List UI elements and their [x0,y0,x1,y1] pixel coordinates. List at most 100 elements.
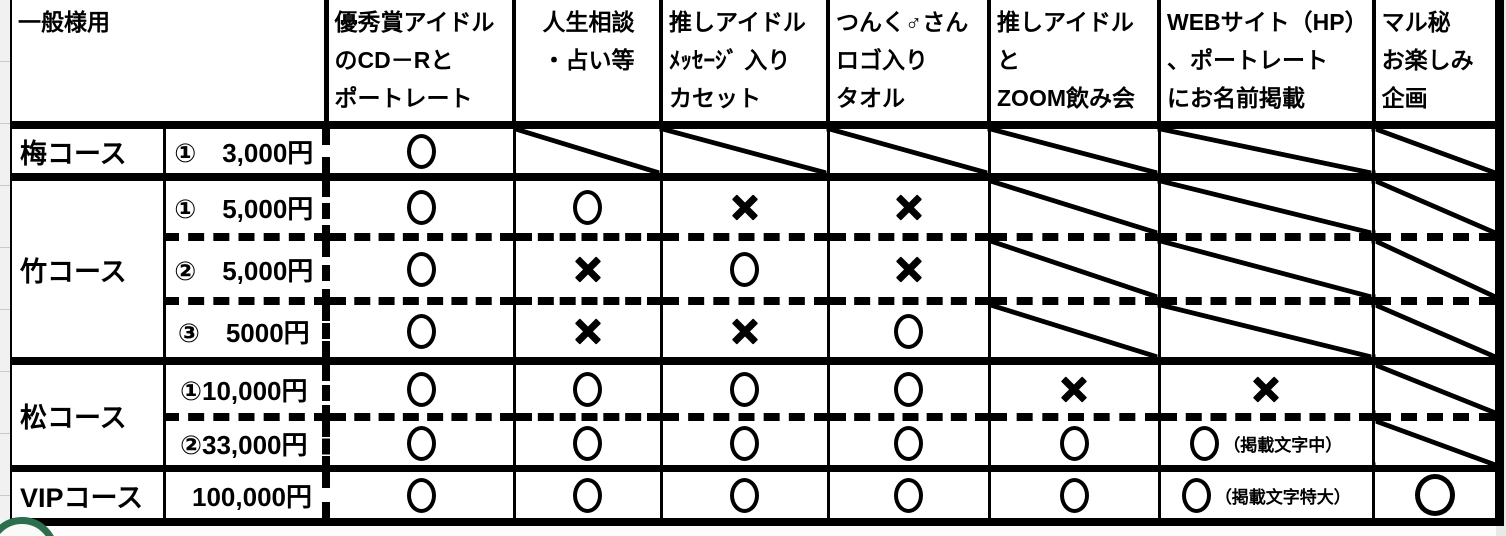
perk-cell[interactable] [987,361,1159,421]
perk-cell[interactable] [1372,417,1505,472]
perk-cell[interactable] [512,125,661,181]
perk-cell[interactable] [826,468,989,526]
price-cell[interactable]: ① 5,000円 [164,177,330,241]
perk-cell[interactable] [826,125,989,181]
corner-header-cell[interactable]: 一般様用 [10,0,329,129]
perk-cell[interactable] [659,417,828,472]
perk-cell[interactable] [1157,125,1374,181]
perk-cell[interactable] [987,301,1159,365]
perk-cell[interactable] [1157,361,1374,421]
price-cell[interactable]: ①10,000円 [164,361,330,421]
excel-background-strip-bottom [10,526,1496,536]
perk-cell[interactable]: （掲載文字特大） [1157,468,1374,526]
column-header-message-cassette[interactable]: 推しアイドル ﾒｯｾｰｼﾞ 入り カセット [659,0,828,129]
perk-cell[interactable] [987,417,1159,472]
mark-glyph [406,477,436,513]
header-line: お楽しみ [1381,47,1474,73]
perk-cell[interactable] [512,177,661,241]
mark-glyph [1415,474,1456,515]
perk-cell[interactable] [1372,301,1505,365]
column-header-zoom-party[interactable]: 推しアイドル と ZOOM飲み会 [987,0,1159,129]
course-label: VIPコース [20,482,144,513]
perk-cell[interactable] [1157,237,1374,305]
price-cell[interactable]: ③ 5000円 [164,301,330,365]
perk-cell[interactable] [826,417,989,472]
table-row-matsu-1: 松コース ①10,000円 [10,361,1505,472]
perk-cell[interactable] [324,301,514,365]
mark-glyph [406,425,436,461]
perk-cell[interactable] [1157,301,1374,365]
price-cell[interactable]: ② 5,000円 [164,237,330,305]
perk-cell[interactable] [659,125,828,181]
perk-cell[interactable] [826,361,989,421]
mark-glyph [1249,372,1283,406]
price-label: ① 5,000円 [174,193,314,224]
perk-cell[interactable] [987,125,1159,181]
perk-cell[interactable] [324,417,514,472]
perk-cell[interactable] [659,177,828,241]
mark-glyph [406,313,436,349]
column-header-secret-plan[interactable]: マル秘 お楽しみ 企画 [1371,0,1505,129]
header-line: 推しアイドル [669,9,806,35]
perk-cell[interactable] [826,301,989,365]
perk-cell[interactable] [512,361,661,421]
perk-cell[interactable]: （掲載文字中） [1157,417,1374,472]
mark-glyph [730,425,759,461]
perk-cell[interactable] [1157,177,1374,241]
perk-cell[interactable] [826,237,989,305]
price-cell[interactable]: ① 3,000円 [164,125,330,181]
column-header-logo-towel[interactable]: つんく♂さん ロゴ入り タオル [826,0,989,129]
perk-cell[interactable] [324,237,514,305]
perk-cell[interactable] [987,237,1159,305]
perk-cell[interactable] [659,301,828,365]
column-header-cdr-portrait[interactable]: 優秀賞アイドル のCD－Rと ポートレート [324,0,514,129]
price-label: ② 5,000円 [174,255,314,286]
mark-glyph [1190,425,1220,461]
price-label: ① 3,000円 [174,137,314,168]
header-line: 推しアイドル [997,9,1134,35]
perk-cell[interactable] [512,417,661,472]
price-cell[interactable]: 100,000円 [164,468,330,526]
column-header-life-advice[interactable]: 人生相談 ・占い等 [512,0,661,129]
perk-cell[interactable] [512,468,661,526]
course-name-cell[interactable]: VIPコース [10,468,166,526]
mark-glyph [728,314,762,348]
perk-cell[interactable] [324,125,514,181]
mark-glyph [730,477,759,513]
perk-cell[interactable] [512,237,661,305]
perk-cell[interactable] [324,361,514,421]
perk-cell[interactable] [324,177,514,241]
price-label: ②33,000円 [179,429,308,460]
price-cell[interactable]: ②33,000円 [164,417,330,472]
mark-glyph [573,477,602,513]
column-header-website-name[interactable]: WEBサイト（HP） 、ポートレート にお名前掲載 [1157,0,1374,129]
perk-cell[interactable] [1372,125,1505,181]
perk-cell[interactable] [826,177,989,241]
mark-glyph [894,425,923,461]
course-name-cell[interactable]: 竹コース [10,177,166,365]
header-line: ポートレート [334,85,473,111]
course-name-cell[interactable]: 松コース [10,361,166,472]
mark-glyph [573,189,602,225]
perk-cell[interactable] [659,468,828,526]
perk-cell[interactable] [987,468,1159,526]
table-row-take-1: 竹コース ① 5,000円 [10,177,1505,365]
perk-cell[interactable] [659,237,828,305]
course-name-cell[interactable]: 梅コース [10,125,166,181]
perk-cell[interactable] [512,301,661,365]
table-row-take-2: ② 5,000円 [11,237,1505,305]
mark-glyph [730,371,759,407]
perk-cell[interactable] [1372,237,1505,305]
mark-note: （掲載文字中） [1223,435,1343,455]
header-line: のCD－Rと [334,47,454,73]
mark-glyph [573,371,602,407]
perk-cell[interactable] [324,468,514,526]
mark-glyph [1181,477,1211,513]
header-line: にお名前掲載 [1167,85,1305,111]
header-line: 優秀賞アイドル [334,9,495,35]
perk-cell[interactable] [1372,177,1505,241]
perk-cell[interactable] [987,177,1159,241]
perk-cell[interactable] [1372,468,1505,526]
perk-cell[interactable] [659,361,828,421]
perk-cell[interactable] [1372,361,1505,421]
